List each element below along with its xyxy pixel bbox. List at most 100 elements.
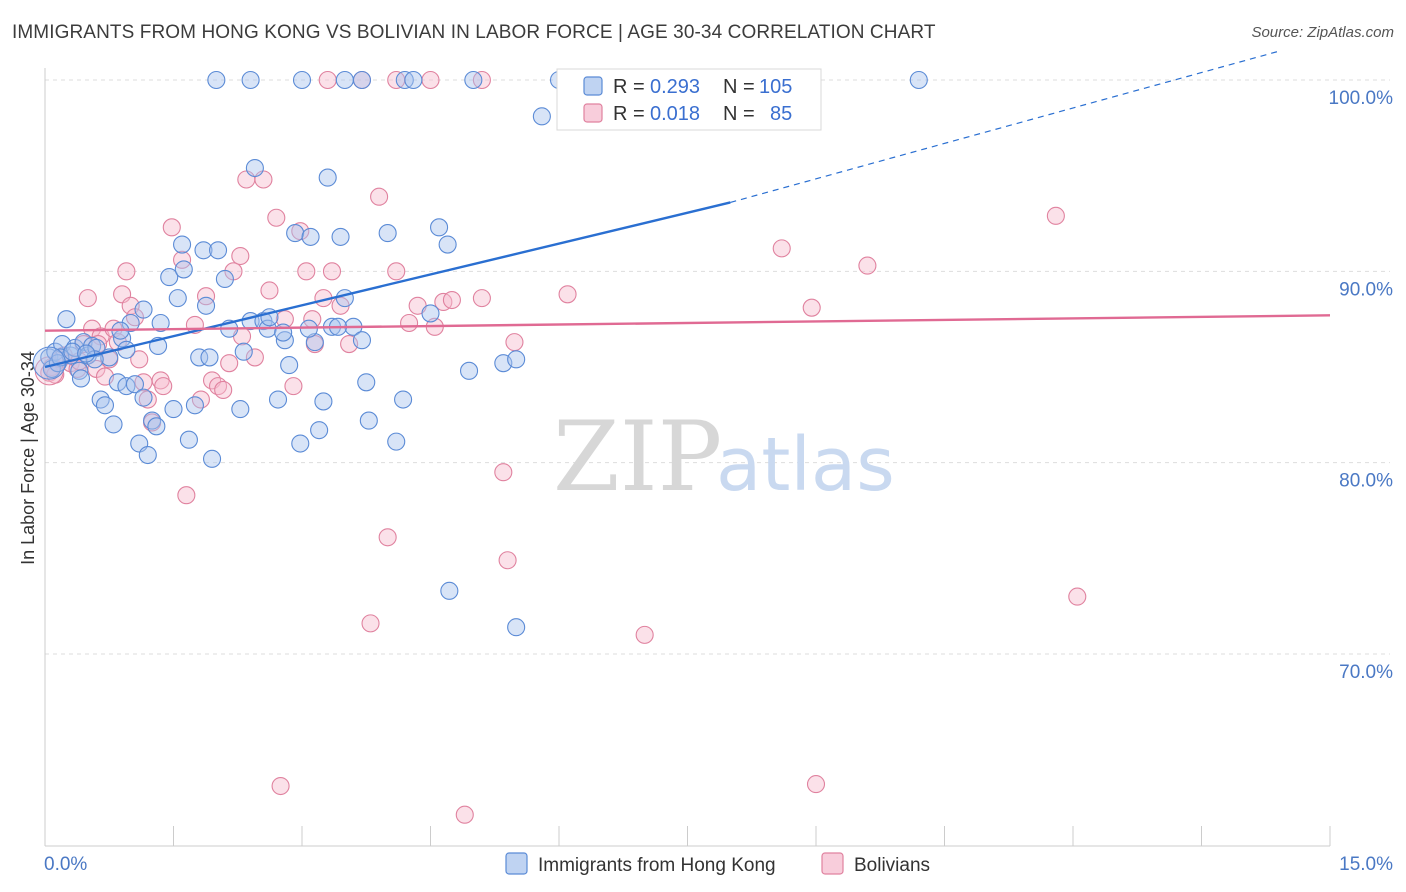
- hong-kong-point: [147, 417, 166, 436]
- hong-kong-points: [32, 70, 928, 637]
- hong-kong-point: [359, 411, 378, 430]
- hong-kong-point: [438, 235, 457, 254]
- bolivians-point: [214, 380, 233, 400]
- hong-kong-point: [464, 70, 483, 90]
- watermark-atlas: atlas: [716, 422, 895, 508]
- hong-kong-point: [174, 260, 193, 279]
- bolivians-point: [130, 350, 149, 369]
- axes: [44, 68, 1331, 847]
- bolivians-point: [472, 289, 491, 308]
- hong-kong-point: [173, 235, 192, 254]
- hong-kong-point: [200, 348, 219, 367]
- hong-kong-point: [459, 361, 479, 380]
- bolivians-point: [231, 246, 250, 266]
- bolivians-point: [284, 377, 303, 396]
- legend-n-value-blue: 105: [759, 76, 792, 98]
- hong-kong-point: [70, 361, 89, 380]
- hong-kong-point: [331, 227, 350, 246]
- hong-kong-point: [291, 434, 310, 453]
- hong-kong-point: [314, 392, 333, 411]
- bottom-legend: Immigrants from Hong Kong Bolivians: [505, 852, 930, 876]
- bolivians-point: [245, 348, 264, 367]
- hong-kong-point: [352, 331, 372, 350]
- hong-kong-point: [286, 224, 305, 243]
- watermark: ZIP atlas: [553, 401, 895, 513]
- bottom-legend-label-blue: Immigrants from Hong Kong: [538, 855, 776, 876]
- hong-kong-point: [231, 400, 250, 419]
- hong-kong-point: [197, 296, 216, 315]
- bolivians-point: [442, 290, 461, 310]
- hong-kong-point: [138, 445, 157, 465]
- hong-kong-point: [160, 268, 179, 287]
- bolivians-point: [260, 281, 279, 300]
- hong-kong-trend-extension: [730, 50, 1279, 204]
- bolivians-point: [318, 70, 337, 90]
- bolivians-point: [802, 298, 821, 317]
- chart-title: IMMIGRANTS FROM HONG KONG VS BOLIVIAN IN…: [12, 22, 936, 43]
- bolivians-point: [361, 614, 380, 633]
- bolivians-point: [162, 218, 181, 237]
- legend-r-label-blue: R =: [613, 76, 645, 98]
- hong-kong-point: [404, 70, 423, 90]
- bolivians-point: [558, 285, 577, 304]
- bolivians-point: [635, 625, 654, 644]
- hong-kong-point: [125, 375, 144, 394]
- legend-r-value-blue: 0.293: [650, 76, 700, 98]
- legend-n-label-pink: N =: [723, 103, 755, 125]
- bolivians-point: [177, 486, 196, 505]
- legend-n-label-blue: N =: [723, 76, 755, 98]
- hong-kong-point: [335, 70, 354, 90]
- hong-kong-trend-line: [44, 201, 731, 369]
- hong-kong-point: [179, 430, 198, 449]
- legend-n-value-pink: 85: [770, 103, 792, 125]
- hong-kong-point: [95, 396, 115, 415]
- hong-kong-point: [71, 369, 91, 388]
- bolivians-point: [400, 313, 419, 333]
- hong-kong-point: [275, 331, 294, 350]
- hong-kong-point: [241, 70, 260, 90]
- hong-kong-point: [378, 224, 397, 243]
- chart-source: Source: ZipAtlas.com: [1251, 24, 1394, 41]
- watermark-zip: ZIP: [553, 401, 722, 513]
- hong-kong-point: [318, 168, 337, 187]
- hong-kong-point: [305, 333, 324, 352]
- hong-kong-point: [185, 396, 204, 415]
- x-tick-label: 0.0%: [44, 854, 87, 875]
- bolivians-point: [154, 377, 173, 396]
- hong-kong-point: [507, 618, 526, 637]
- hong-kong-point: [134, 300, 153, 319]
- bolivians-point: [197, 287, 216, 306]
- hong-kong-point: [190, 348, 209, 367]
- hong-kong-point: [203, 449, 222, 468]
- bolivians-point: [421, 70, 440, 90]
- hong-kong-point: [208, 241, 228, 260]
- hong-kong-point: [207, 70, 226, 90]
- bolivians-point: [806, 775, 826, 794]
- y-tick-labels: 70.0% 80.0% 90.0% 100.0%: [1329, 88, 1394, 683]
- hong-kong-point: [194, 241, 213, 260]
- bolivians-point: [271, 776, 290, 796]
- top-legend: R = 0.293 N = 105 R = 0.018 N = 85: [556, 68, 822, 131]
- hong-kong-point: [532, 107, 551, 126]
- hong-kong-point: [280, 356, 299, 375]
- y-tick-label: 90.0%: [1339, 279, 1393, 300]
- hong-kong-point: [57, 310, 76, 329]
- bolivians-point: [267, 208, 286, 227]
- x-tick-label: 15.0%: [1339, 854, 1393, 875]
- grid-lines: [45, 79, 1390, 655]
- bolivians-point: [297, 262, 316, 281]
- bolivians-point: [1068, 587, 1087, 606]
- hong-kong-point: [507, 350, 526, 369]
- bolivians-point: [1046, 206, 1065, 225]
- hong-kong-point: [387, 432, 406, 451]
- hong-kong-point: [335, 289, 354, 308]
- hong-kong-point: [151, 313, 170, 333]
- bolivians-point: [220, 354, 239, 373]
- bolivians-point: [455, 805, 474, 824]
- hong-kong-point: [909, 70, 928, 90]
- hong-kong-point: [104, 415, 123, 434]
- y-axis-title: In Labor Force | Age 30-34: [18, 351, 38, 565]
- hong-kong-point: [357, 373, 376, 392]
- hong-kong-point: [215, 269, 234, 289]
- hong-kong-point: [87, 338, 106, 357]
